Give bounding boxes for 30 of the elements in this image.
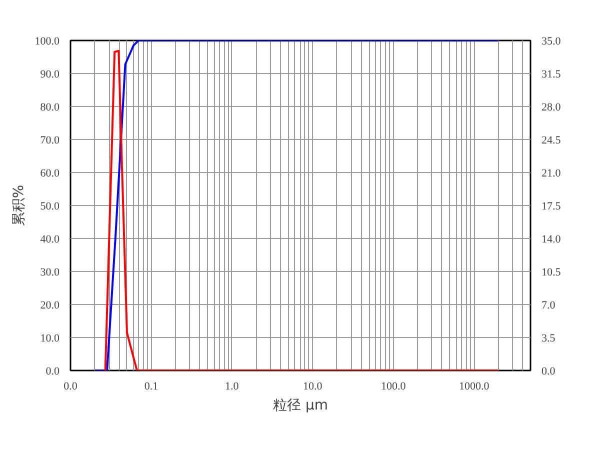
x-tick-label: 0.0 — [64, 380, 78, 392]
x-tick-label: 1000.0 — [458, 380, 490, 392]
y-tick-label: 80.0 — [40, 102, 60, 114]
y-tick-label: 100.0 — [34, 36, 60, 48]
y-tick-label: 50.0 — [40, 200, 60, 212]
y2-tick-label: 17.5 — [542, 200, 562, 212]
x-axis-title: 粒径 μm — [273, 398, 328, 414]
x-tick-label: 100.0 — [380, 380, 406, 392]
y2-tick-label: 35.0 — [542, 36, 562, 48]
y2-tick-label: 7.0 — [542, 300, 556, 312]
x-tick-label: 10.0 — [303, 380, 323, 392]
y-tick-label: 60.0 — [40, 168, 60, 180]
y2-tick-label: 0.0 — [542, 366, 556, 378]
y2-tick-label: 28.0 — [542, 102, 562, 114]
y-tick-label: 0.0 — [46, 366, 60, 378]
x-tick-label: 1.0 — [225, 380, 240, 392]
y-tick-label: 40.0 — [40, 234, 60, 246]
y2-tick-label: 3.5 — [542, 332, 556, 344]
y-tick-label: 90.0 — [40, 68, 60, 80]
y2-tick-label: 10.5 — [542, 266, 562, 278]
y-axis-title: 累积% — [10, 184, 27, 226]
x-tick-label: 0.1 — [144, 380, 158, 392]
y-tick-label: 30.0 — [40, 266, 60, 278]
y-tick-label: 70.0 — [40, 134, 60, 146]
y2-tick-label: 31.5 — [542, 68, 562, 80]
y-tick-label: 10.0 — [40, 332, 60, 344]
y-tick-label: 20.0 — [40, 300, 60, 312]
y2-tick-label: 24.5 — [542, 134, 562, 146]
y2-tick-label: 21.0 — [542, 168, 562, 180]
y2-tick-label: 14.0 — [542, 234, 562, 246]
